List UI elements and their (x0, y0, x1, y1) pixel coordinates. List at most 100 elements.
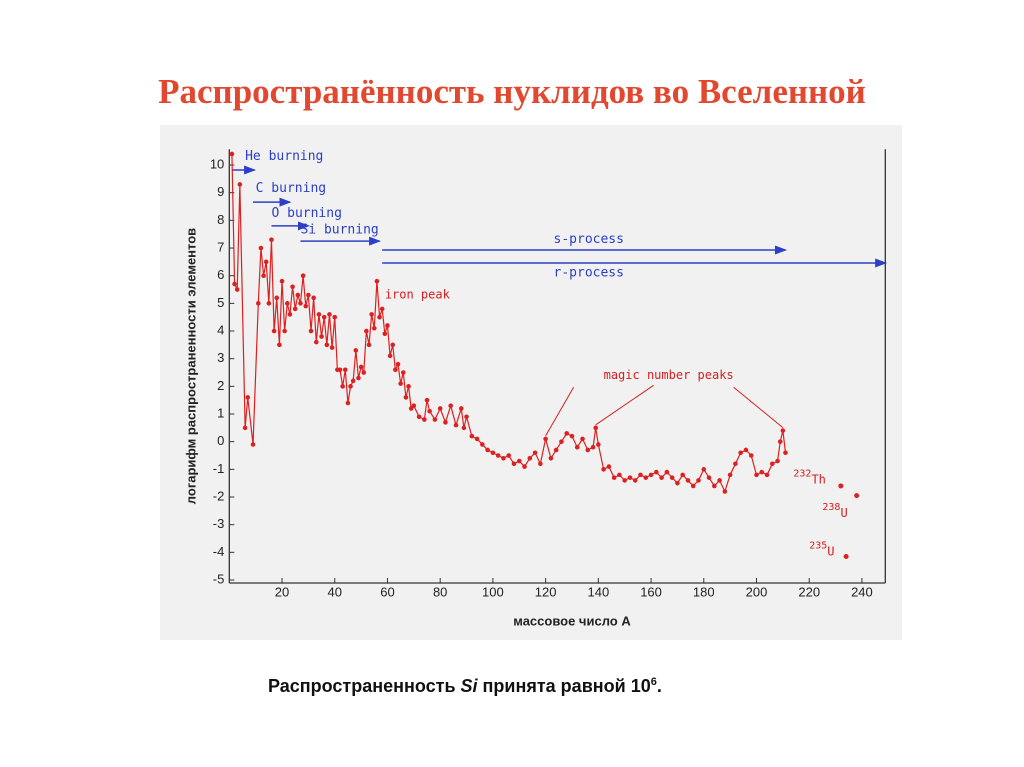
data-point (292, 306, 298, 312)
data-point (461, 425, 467, 431)
data-point (424, 397, 430, 403)
data-point (559, 439, 564, 444)
data-point (569, 433, 575, 439)
data-point (374, 278, 380, 284)
isotope-point (854, 493, 860, 499)
data-point (382, 331, 388, 337)
isotope-label: 238U (822, 502, 847, 520)
data-point (648, 472, 654, 478)
data-point (516, 458, 522, 464)
data-point (627, 475, 633, 480)
data-point (332, 314, 338, 320)
data-point (495, 453, 501, 458)
data-point (748, 453, 754, 458)
data-point (366, 342, 372, 348)
isotope-mass: 238 (822, 502, 840, 513)
data-point (464, 414, 469, 420)
x-tick-label: 160 (640, 584, 662, 599)
data-point (632, 478, 638, 483)
data-point (601, 467, 606, 472)
y-tick-label: -4 (213, 544, 225, 559)
y-tick-label: -5 (213, 571, 225, 586)
data-point (303, 303, 309, 309)
data-point (659, 475, 664, 480)
data-point (580, 436, 585, 442)
data-point (385, 323, 390, 328)
data-point (490, 450, 496, 456)
data-point (395, 361, 401, 367)
y-tick-label: 6 (217, 267, 224, 282)
y-tick-label: 9 (217, 184, 224, 199)
data-point (722, 489, 728, 494)
abundance-line (231, 153, 787, 494)
data-point (593, 425, 599, 431)
y-axis-label: логарифм распространенности элементов (183, 228, 198, 504)
y-tick-label: 8 (217, 212, 224, 227)
data-point (234, 287, 240, 292)
annotation: C burning (256, 181, 326, 196)
footnote-exponent: 6 (650, 676, 657, 688)
data-point (411, 403, 417, 409)
data-point (685, 478, 691, 483)
data-point (474, 436, 480, 442)
data-point (279, 278, 285, 284)
data-point (284, 301, 290, 306)
data-point (585, 447, 591, 453)
data-point (316, 312, 322, 317)
annotation: He burning (245, 149, 323, 164)
data-point (654, 469, 659, 475)
data-point (458, 406, 464, 411)
data-point (306, 292, 311, 298)
isotope-label: 232Th (793, 469, 826, 487)
data-point (271, 328, 277, 334)
y-tick-label: 10 (210, 156, 224, 171)
data-point (319, 334, 324, 339)
data-point (443, 420, 448, 425)
data-point (590, 444, 596, 450)
data-point (345, 400, 351, 406)
x-tick-label: 240 (851, 584, 873, 599)
data-point (664, 469, 670, 475)
data-point (675, 480, 680, 486)
pointer-line (545, 387, 575, 437)
data-point (501, 455, 506, 461)
isotope-mass: 235 (809, 541, 827, 552)
y-tick-label: 0 (217, 433, 224, 448)
data-point (764, 472, 770, 478)
data-point (266, 301, 272, 306)
data-point (287, 312, 293, 317)
data-point (770, 461, 775, 467)
data-point (506, 453, 512, 458)
data-point (308, 328, 314, 334)
data-point (643, 475, 649, 480)
data-point (733, 461, 738, 467)
x-axis-label: массовое число А (513, 613, 631, 628)
isotope-symbol: U (827, 544, 834, 558)
data-point (596, 442, 601, 447)
y-tick-label: 2 (217, 378, 224, 393)
data-point (669, 475, 675, 480)
x-tick-label: 60 (380, 584, 394, 599)
data-point (532, 450, 538, 456)
data-point (701, 467, 707, 472)
annotation: magic number peaks (604, 368, 734, 382)
x-tick-label: 40 (328, 584, 342, 599)
isotope-point (843, 553, 849, 559)
data-point (387, 353, 393, 359)
footnote-text: . (656, 676, 662, 696)
annotation: r-process (554, 265, 624, 280)
footnote-text: Распространенность (268, 676, 461, 696)
data-point (398, 381, 403, 386)
data-point (406, 384, 411, 389)
isotope-mass: 232 (793, 469, 811, 480)
data-point (321, 314, 327, 320)
data-point (511, 461, 517, 467)
data-point (606, 464, 612, 469)
data-point (775, 458, 780, 464)
y-tick-label: 1 (217, 405, 224, 420)
y-tick-label: -2 (213, 488, 225, 503)
data-point (237, 182, 243, 187)
data-point (393, 367, 398, 373)
x-tick-label: 220 (798, 584, 820, 599)
